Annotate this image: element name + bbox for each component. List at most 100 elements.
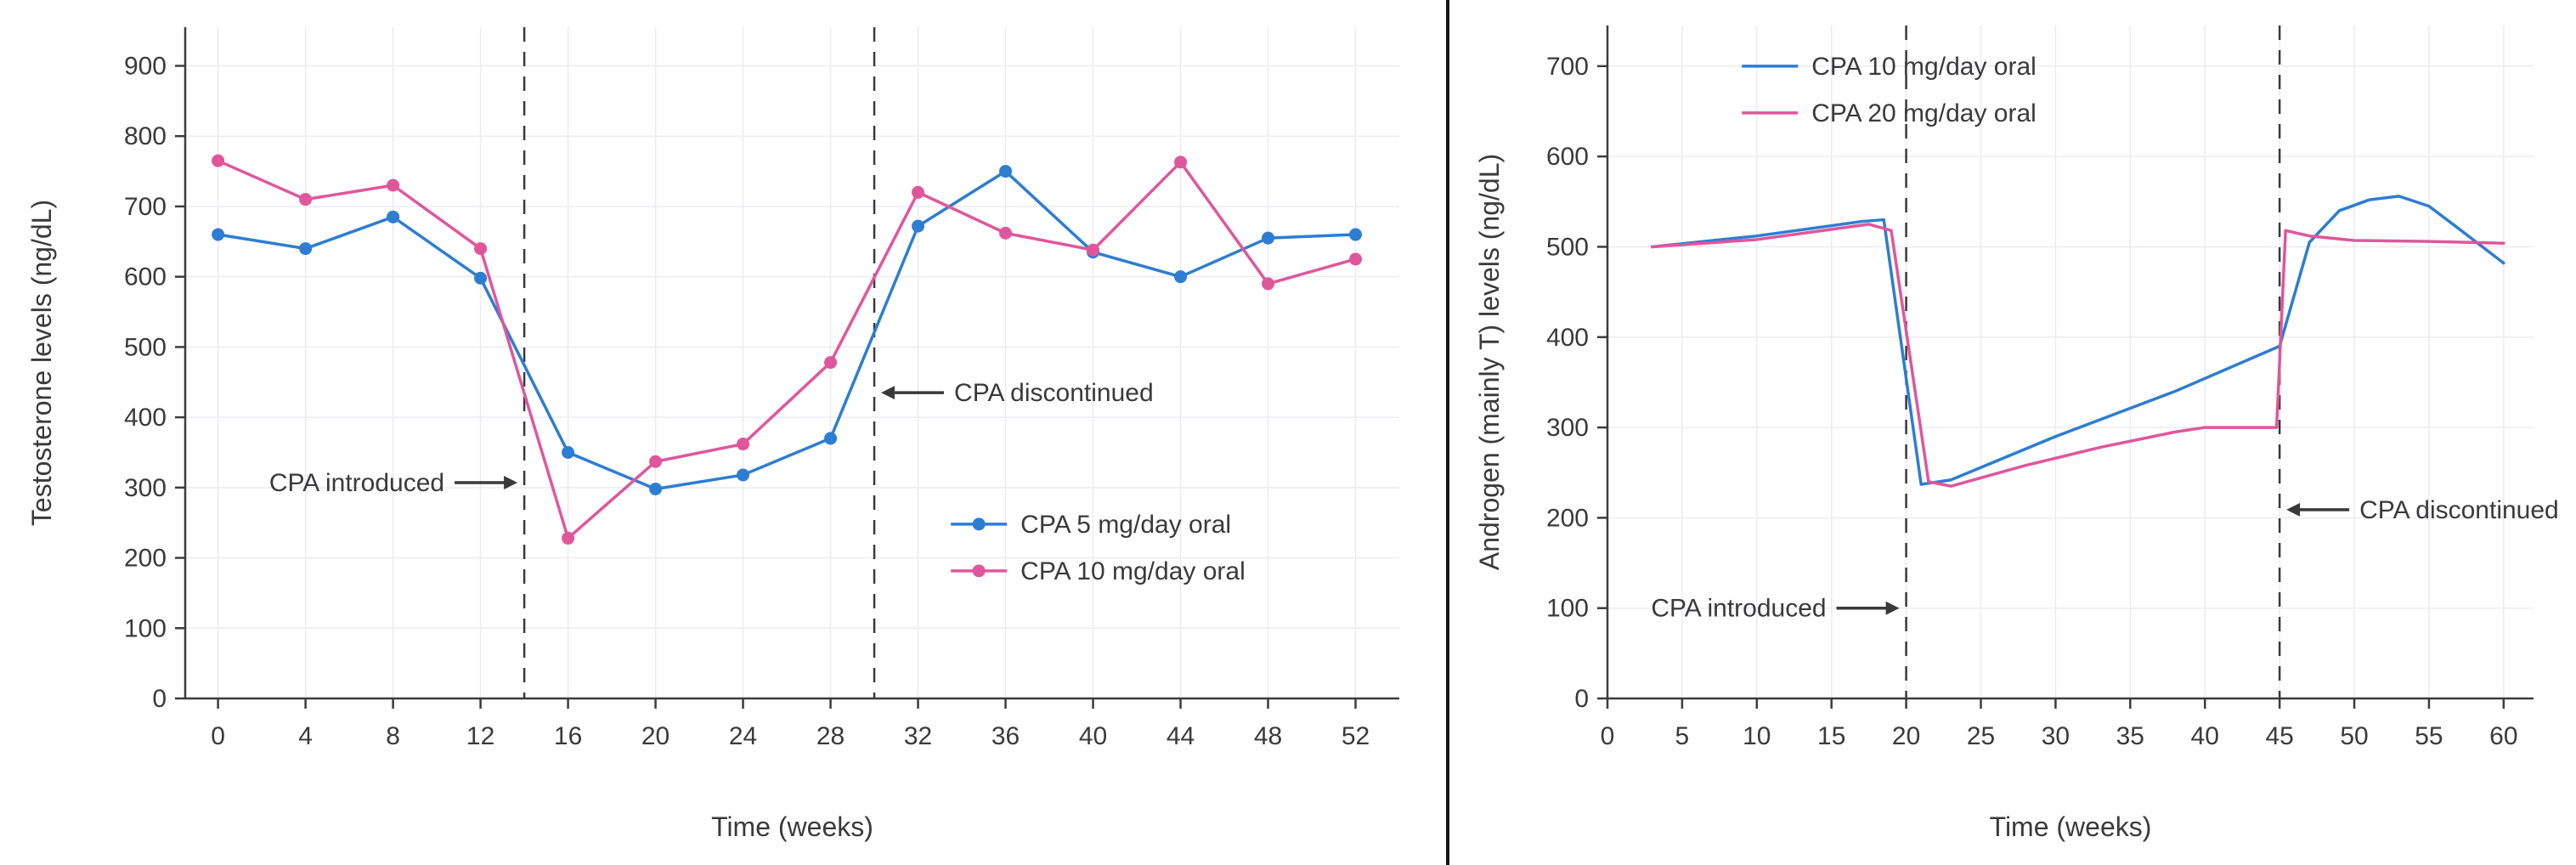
annotation: CPA discontinued	[881, 379, 1154, 407]
y-axis-label: Testosterone levels (ng/dL)	[26, 200, 57, 526]
legend-label: CPA 20 mg/day oral	[1811, 99, 2037, 127]
data-point-marker	[562, 531, 575, 545]
svg-text:0: 0	[1601, 722, 1615, 750]
svg-text:400: 400	[1546, 324, 1589, 352]
data-point-marker	[824, 356, 838, 370]
annotation-text: CPA discontinued	[2359, 496, 2559, 524]
svg-text:600: 600	[124, 263, 167, 291]
data-point-marker	[474, 242, 488, 256]
svg-text:16: 16	[554, 722, 582, 750]
androgen-chart-panel: 0 5 10 15 20 25 30 35 40 45 50 55 60 0 100 200 300 400 500…	[1449, 0, 2576, 865]
arrow-left-icon	[881, 386, 895, 400]
legend: CPA 5 mg/day oral CPA 10 mg/day oral	[951, 511, 1246, 585]
androgen-chart: 0 5 10 15 20 25 30 35 40 45 50 55 600100200300400500…	[1474, 25, 2559, 842]
svg-text:700: 700	[124, 193, 167, 221]
annotation: CPA discontinued	[2286, 496, 2559, 524]
svg-text:12: 12	[466, 722, 494, 750]
svg-text:400: 400	[124, 404, 167, 432]
svg-text:0: 0	[1574, 685, 1589, 713]
svg-text:44: 44	[1167, 722, 1195, 750]
data-point-marker	[912, 185, 925, 199]
legend-label: CPA 10 mg/day oral	[1811, 53, 2037, 81]
annotation: CPA introduced	[1651, 595, 1900, 623]
data-point-marker	[649, 455, 663, 468]
svg-text:20: 20	[641, 722, 669, 750]
data-point-marker	[212, 154, 225, 167]
grid-lines	[185, 27, 1399, 699]
data-point-marker	[212, 228, 225, 241]
data-point-marker	[299, 242, 313, 256]
annotation-text: CPA introduced	[1651, 595, 1826, 623]
data-point-marker	[474, 271, 488, 285]
svg-text:25: 25	[1967, 722, 1995, 750]
testosterone-chart-panel: 0 4 8 12 16 20 24 28 32 36 40 44 48 52 0 100 200 300 400 50…	[26, 27, 1399, 842]
svg-text:300: 300	[124, 474, 167, 502]
svg-text:28: 28	[816, 722, 845, 750]
svg-text:500: 500	[124, 333, 167, 361]
arrow-left-icon	[2286, 502, 2301, 517]
series-line-cpa-10-mg-day-oral	[1650, 195, 2505, 486]
svg-text:52: 52	[1342, 722, 1370, 750]
data-point-marker	[1349, 252, 1363, 266]
y-axis-label: Androgen (mainly T) levels (ng/dL)	[1474, 154, 1505, 570]
data-point-marker	[999, 165, 1013, 178]
svg-text:500: 500	[1546, 233, 1589, 261]
series-line-cpa-5-mg-day-oral	[216, 169, 1358, 491]
data-point-marker	[1174, 155, 1188, 169]
data-point-marker	[1262, 277, 1275, 291]
annotation-text: CPA discontinued	[954, 379, 1154, 407]
data-point-marker	[999, 226, 1013, 240]
svg-text:100: 100	[124, 614, 167, 642]
svg-text:200: 200	[1546, 504, 1589, 532]
svg-text:300: 300	[1546, 414, 1589, 442]
svg-text:30: 30	[2042, 722, 2070, 750]
data-point-marker	[1262, 231, 1275, 245]
data-point-marker	[1174, 270, 1188, 284]
data-point-marker	[737, 438, 750, 451]
svg-text:4: 4	[298, 722, 313, 750]
svg-text:36: 36	[991, 722, 1020, 750]
svg-text:35: 35	[2116, 722, 2144, 750]
svg-text:45: 45	[2265, 722, 2293, 750]
legend-label: CPA 5 mg/day oral	[1020, 511, 1231, 539]
svg-text:20: 20	[1892, 722, 1920, 750]
svg-text:48: 48	[1254, 722, 1282, 750]
svg-text:24: 24	[729, 722, 757, 750]
data-point-marker	[387, 178, 400, 192]
svg-text:0: 0	[211, 722, 225, 750]
data-point-marker	[737, 468, 750, 482]
svg-text:32: 32	[904, 722, 932, 750]
annotation: CPA introduced	[269, 469, 518, 497]
svg-text:900: 900	[124, 52, 167, 80]
data-point-marker	[1349, 228, 1363, 241]
svg-text:0: 0	[152, 685, 167, 713]
svg-text:40: 40	[2191, 722, 2219, 750]
data-point-marker	[299, 193, 313, 206]
svg-text:15: 15	[1817, 722, 1845, 750]
svg-text:40: 40	[1079, 722, 1107, 750]
data-point-marker	[649, 482, 663, 495]
svg-text:5: 5	[1675, 722, 1690, 750]
svg-text:10: 10	[1743, 722, 1771, 750]
legend: CPA 10 mg/day oral CPA 20 mg/day oral	[1742, 53, 2037, 127]
data-point-marker	[562, 445, 575, 459]
arrow-right-icon	[504, 476, 518, 490]
data-point-marker	[824, 432, 838, 445]
panel-divider	[1446, 0, 1449, 865]
svg-text:100: 100	[1546, 595, 1589, 623]
annotation-text: CPA introduced	[269, 469, 444, 497]
x-axis-label: Time (weeks)	[711, 811, 873, 842]
svg-text:50: 50	[2340, 722, 2368, 750]
svg-text:200: 200	[124, 545, 167, 573]
data-point-marker	[912, 219, 925, 233]
series-line-cpa-20-mg-day-oral	[1650, 223, 2505, 488]
series-line-cpa-10-mg-day-oral	[216, 159, 1358, 540]
testosterone-chart: 0 4 8 12 16 20 24 28 32 36 40 44 48 52010020030040050…	[26, 27, 1399, 842]
legend-label: CPA 10 mg/day oral	[1020, 557, 1246, 585]
data-point-marker	[387, 210, 400, 223]
x-axis-label: Time (weeks)	[1990, 811, 2152, 842]
svg-text:55: 55	[2415, 722, 2443, 750]
tick-labels: 0 4 8 12 16 20 24 28 32 36 40 44 48 52010020030040050…	[124, 52, 1370, 750]
svg-text:700: 700	[1546, 53, 1589, 81]
tick-labels: 0 5 10 15 20 25 30 35 40 45 50 55 600100200300400500…	[1546, 53, 2518, 750]
